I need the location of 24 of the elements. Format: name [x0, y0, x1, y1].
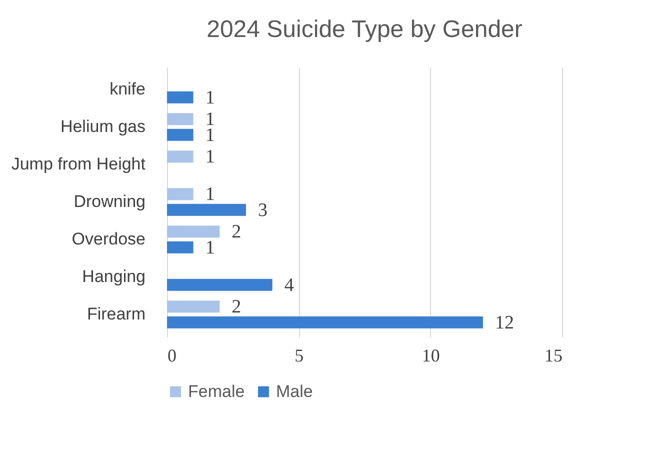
data-label: 2 [232, 296, 242, 318]
data-label: 1 [205, 237, 215, 258]
chart-title: 2024 Suicide Type by Gender [206, 16, 522, 43]
y-tick-label: Jump from Height [11, 154, 146, 174]
x-tick-label: 10 [422, 346, 440, 366]
x-tick-label: 5 [294, 346, 304, 366]
x-tick-label: 0 [168, 346, 176, 366]
y-tick-label: Drowning [74, 192, 146, 211]
y-tick-label: Overdose [72, 230, 146, 248]
data-label: 1 [205, 87, 215, 108]
data-label: 12 [495, 312, 514, 334]
legend-label: Female [188, 382, 245, 401]
y-tick-label: Firearm [86, 304, 146, 324]
data-label: 4 [284, 274, 294, 296]
legend-label: Male [276, 382, 313, 401]
data-label: 1 [205, 184, 215, 206]
data-label: 1 [205, 146, 215, 168]
data-label: 1 [205, 124, 215, 146]
data-label: 3 [258, 200, 268, 221]
y-tick-label: Helium gas [60, 117, 146, 136]
x-tick-label: 15 [544, 346, 562, 366]
data-label: 2 [232, 222, 242, 243]
y-tick-label: knife [110, 80, 146, 98]
y-tick-label: Hanging [82, 267, 146, 286]
